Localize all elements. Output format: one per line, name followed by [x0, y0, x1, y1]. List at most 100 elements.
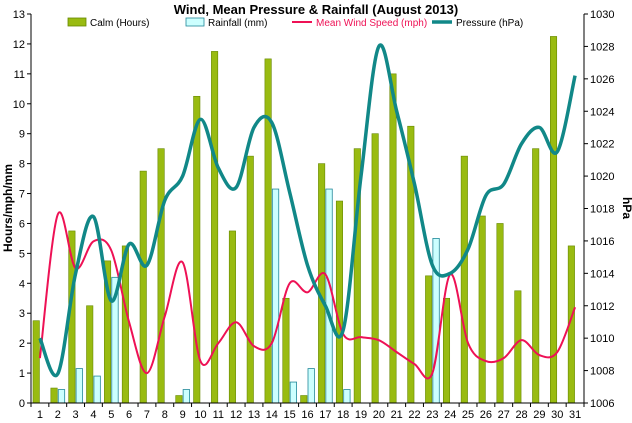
y-tick-label-left: 3: [19, 308, 25, 320]
x-tick-label: 20: [373, 409, 385, 421]
x-tick-label: 24: [444, 409, 456, 421]
calm-bar: [425, 275, 433, 404]
calm-bar: [478, 215, 486, 404]
y-tick-label-right: 1028: [590, 41, 614, 53]
y-tick-label-right: 1030: [590, 9, 614, 21]
x-tick-label: 13: [248, 409, 260, 421]
x-tick-label: 26: [480, 409, 492, 421]
wind-speed-line: [38, 211, 577, 380]
line-series: [38, 43, 577, 380]
x-tick-label: 23: [426, 409, 438, 421]
rainfall-bar: [57, 389, 66, 404]
x-tick-label: 31: [569, 409, 581, 421]
calm-bar: [264, 58, 272, 404]
y-tick-label-right: 1012: [590, 301, 614, 313]
rainfall-bar: [289, 381, 297, 404]
y-tick-label-right: 1018: [590, 204, 614, 216]
legend-swatch: [185, 17, 205, 27]
y-tick-label-left: 7: [19, 189, 25, 201]
calm-bar: [86, 305, 94, 404]
calm-bar: [318, 163, 326, 404]
x-tick-label: 16: [301, 409, 313, 421]
x-tick-label: 17: [319, 409, 331, 421]
y-tick-label-left: 2: [19, 338, 25, 350]
x-tick-label: 18: [337, 409, 349, 421]
calm-bar: [300, 395, 308, 404]
legend-swatch: [67, 17, 87, 27]
legend-label: Rainfall (mm): [208, 18, 267, 29]
calm-bar: [496, 223, 504, 404]
x-tick-label: 15: [284, 409, 296, 421]
y-tick-label-left: 12: [13, 39, 25, 51]
x-tick-label: 14: [266, 409, 278, 421]
y-tick-label-left: 6: [19, 218, 25, 230]
x-tick-label: 6: [126, 409, 132, 421]
x-tick-label: 11: [213, 409, 224, 421]
x-tick-label: 7: [144, 409, 150, 421]
y-tick-label-right: 1020: [590, 171, 614, 183]
axes: 0123456789101112131006100810101012101410…: [13, 9, 615, 421]
x-tick-label: 10: [194, 409, 206, 421]
y-tick-label-left: 10: [13, 99, 25, 111]
rainfall-bar: [325, 188, 333, 404]
pressure-line: [38, 43, 577, 378]
x-tick-label: 30: [551, 409, 563, 421]
y-tick-label-right: 1026: [590, 74, 614, 86]
chart-title: Wind, Mean Pressure & Rainfall (August 2…: [174, 2, 459, 17]
x-tick-label: 29: [533, 409, 545, 421]
x-tick-label: 1: [37, 409, 43, 421]
x-tick-label: 2: [55, 409, 61, 421]
y-axis-label-right: hPa: [620, 197, 632, 219]
x-tick-label: 4: [90, 409, 96, 421]
rainfall-bar: [271, 188, 280, 404]
y-axis-label-left: Hours/mph/mm: [1, 164, 15, 252]
y-tick-label-left: 13: [13, 9, 25, 21]
rainfall-bar: [182, 389, 190, 404]
x-tick-label: 25: [462, 409, 474, 421]
calm-bar: [532, 148, 540, 404]
calm-bar: [175, 395, 183, 404]
legend-label: Mean Wind Speed (mph): [316, 18, 427, 29]
y-tick-label-left: 9: [19, 129, 25, 141]
legend-label: Pressure (hPa): [456, 18, 523, 29]
x-tick-label: 27: [498, 409, 510, 421]
x-tick-label: 28: [515, 409, 527, 421]
y-tick-label-right: 1010: [590, 333, 614, 345]
y-tick-label-right: 1008: [590, 366, 614, 378]
y-tick-label-right: 1016: [590, 236, 614, 248]
calm-bar: [282, 297, 290, 404]
y-tick-label-right: 1024: [590, 106, 614, 118]
x-tick-label: 12: [230, 409, 242, 421]
calm-bar: [514, 290, 522, 404]
calm-bar: [550, 36, 558, 404]
x-tick-label: 8: [162, 409, 168, 421]
calm-bar: [460, 155, 468, 404]
calm-bar: [157, 148, 165, 404]
y-tick-label-left: 0: [19, 398, 25, 410]
rainfall-bar: [343, 389, 351, 404]
y-tick-label-left: 4: [19, 278, 25, 290]
legend-label: Calm (Hours): [90, 18, 149, 29]
y-tick-label-left: 1: [19, 368, 25, 380]
y-tick-label-left: 8: [19, 159, 25, 171]
bar-series: [32, 36, 575, 404]
rainfall-bar: [75, 368, 83, 404]
x-tick-label: 3: [73, 409, 79, 421]
calm-bar: [371, 133, 379, 404]
y-tick-label-right: 1014: [590, 268, 614, 280]
calm-bar: [228, 230, 236, 404]
x-tick-label: 22: [408, 409, 420, 421]
calm-bar: [246, 155, 254, 404]
rainfall-bar: [93, 375, 101, 404]
calm-bar: [335, 200, 343, 404]
calm-bar: [442, 297, 451, 404]
x-tick-label: 9: [180, 409, 186, 421]
x-tick-label: 5: [108, 409, 114, 421]
y-tick-label-right: 1006: [590, 398, 614, 410]
calm-bar: [32, 320, 40, 404]
rainfall-bar: [307, 368, 315, 404]
x-tick-label: 19: [355, 409, 367, 421]
y-tick-label-left: 11: [14, 69, 25, 81]
calm-bar: [389, 73, 397, 404]
